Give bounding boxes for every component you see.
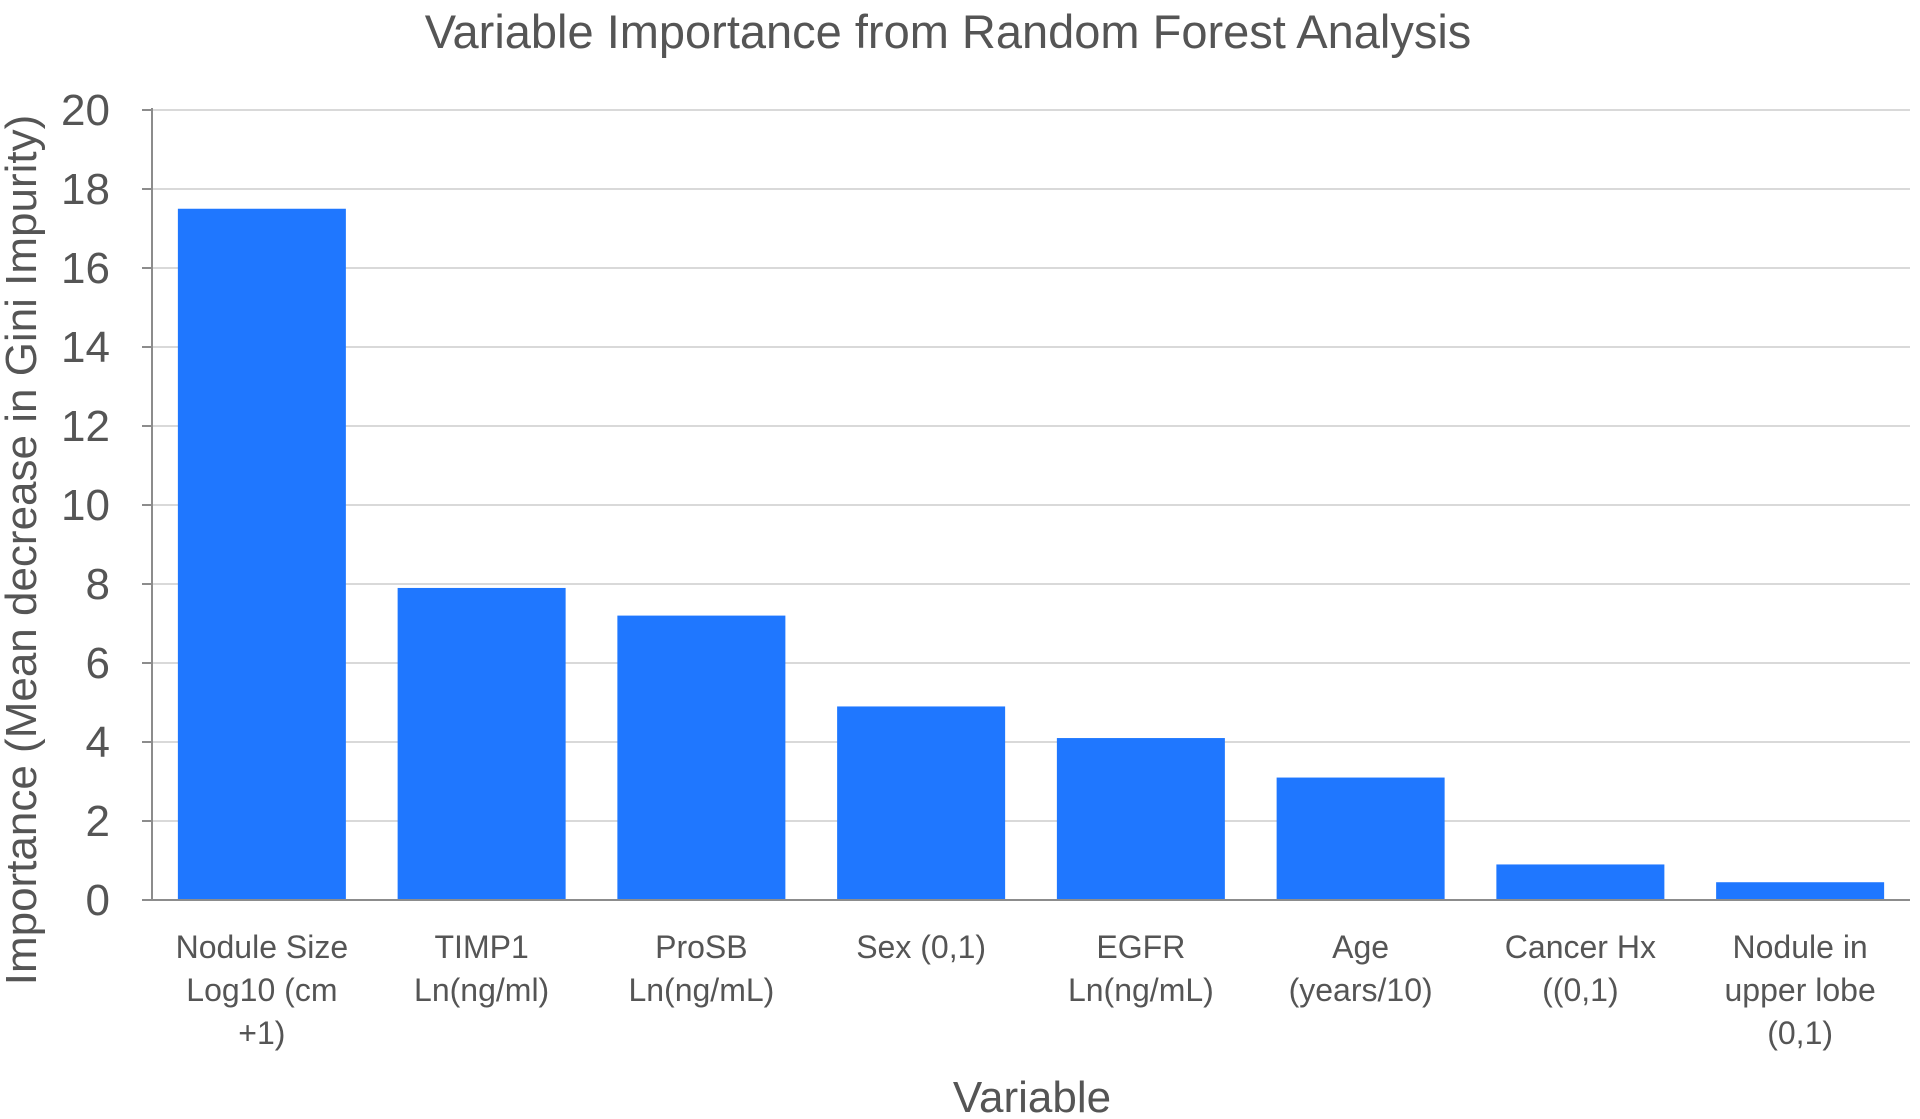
bar — [1056, 738, 1225, 900]
x-category-label: ProSB Ln(ng/mL) — [628, 929, 774, 1008]
x-category-label: Sex (0,1) — [856, 929, 986, 965]
y-tick-label: 16 — [61, 244, 110, 293]
x-category-label-line: Ln(ng/mL) — [628, 972, 774, 1008]
x-category-label-line: ProSB — [655, 929, 747, 965]
x-axis-category-labels: Nodule Size Log10 (cm +1) TIMP1 Ln(ng/ml) Pro… — [176, 929, 1876, 1051]
x-axis-title: Variable — [953, 1073, 1111, 1119]
y-tick-label: 20 — [61, 86, 110, 135]
y-tick-label: 2 — [86, 797, 110, 846]
y-tick-label: 18 — [61, 165, 110, 214]
y-tick-label: 10 — [61, 481, 110, 530]
x-category-label: Nodule in upper lobe (0,1) — [1725, 929, 1876, 1051]
x-category-label: Age (years/10) — [1289, 929, 1433, 1008]
y-tick-label: 4 — [86, 718, 110, 767]
x-category-label-line: (0,1) — [1767, 1015, 1833, 1051]
x-category-label-line: upper lobe — [1725, 972, 1876, 1008]
x-category-label-line: TIMP1 — [435, 929, 529, 965]
x-category-label: Nodule Size Log10 (cm +1) — [176, 929, 349, 1051]
y-tick-label: 14 — [61, 323, 110, 372]
x-category-label-line: Nodule in — [1733, 929, 1868, 965]
y-tick-label: 12 — [61, 402, 110, 451]
x-category-label-line: ((0,1) — [1542, 972, 1618, 1008]
bar — [1716, 882, 1885, 900]
x-category-label-line: Cancer Hx — [1505, 929, 1656, 965]
bar — [837, 706, 1006, 900]
y-axis-title: Importance (Mean decrease in Gini Impuri… — [0, 115, 46, 986]
bar — [1496, 864, 1665, 900]
x-category-label: Cancer Hx ((0,1) — [1505, 929, 1656, 1008]
x-category-label-line: +1) — [238, 1015, 285, 1051]
bar — [617, 615, 786, 900]
x-category-label: TIMP1 Ln(ng/ml) — [414, 929, 549, 1008]
x-category-label-line: Sex (0,1) — [856, 929, 986, 965]
bar — [177, 208, 346, 900]
y-tick-label: 0 — [86, 876, 110, 925]
x-category-label-line: EGFR — [1096, 929, 1185, 965]
chart-title: Variable Importance from Random Forest A… — [425, 5, 1472, 58]
y-tick-label: 8 — [86, 560, 110, 609]
x-category-label-line: Log10 (cm — [186, 972, 337, 1008]
bar — [397, 587, 566, 900]
y-tick-label: 6 — [86, 639, 110, 688]
x-category-label-line: (years/10) — [1289, 972, 1433, 1008]
x-category-label-line: Nodule Size — [176, 929, 349, 965]
x-category-label-line: Age — [1332, 929, 1389, 965]
x-category-label-line: Ln(ng/mL) — [1068, 972, 1214, 1008]
bars — [177, 208, 1885, 900]
x-category-label: EGFR Ln(ng/mL) — [1068, 929, 1214, 1008]
x-category-label-line: Ln(ng/ml) — [414, 972, 549, 1008]
bar — [1276, 777, 1445, 900]
y-axis-tick-labels: 0 2 4 6 8 10 12 14 16 18 20 — [61, 86, 152, 925]
